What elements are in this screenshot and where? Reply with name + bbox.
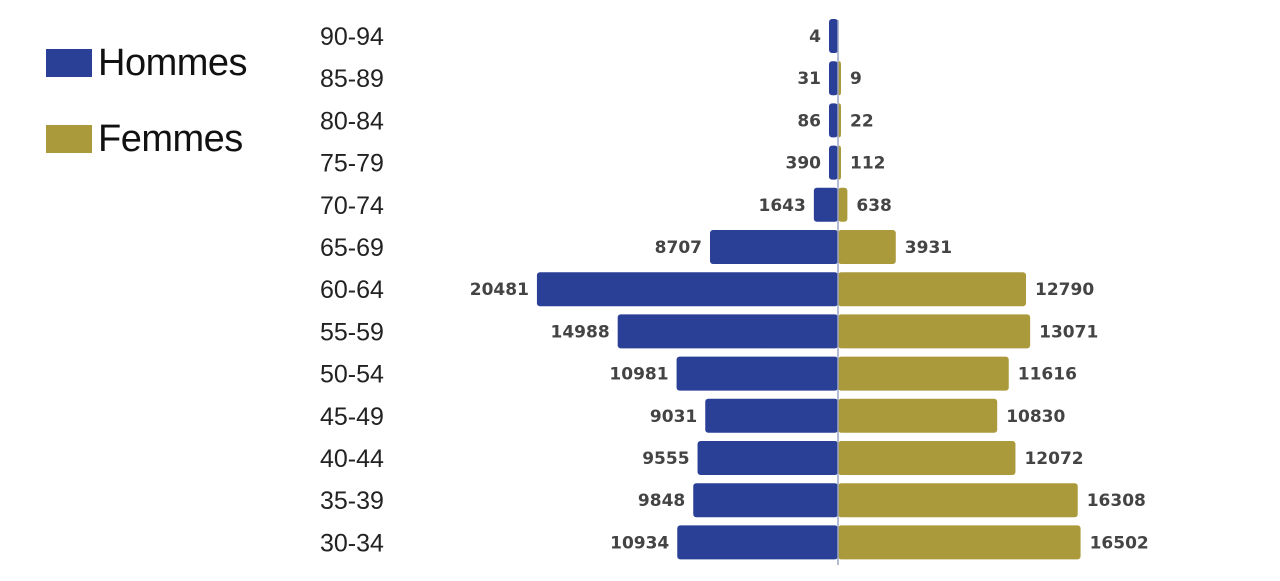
age-group-label: 65-69: [320, 234, 384, 262]
bar-hommes: [677, 525, 838, 560]
value-label-hommes: 9031: [650, 407, 697, 427]
bar-hommes: [697, 441, 838, 475]
value-label-hommes: 1643: [759, 196, 806, 216]
bar-hommes: [676, 356, 838, 391]
value-label-hommes: 20481: [470, 280, 529, 300]
legend-item-men: Hommes: [46, 38, 248, 88]
value-label-femmes: 13071: [1039, 322, 1098, 342]
bar-hommes: [829, 103, 838, 138]
age-group-label: 40-44: [320, 445, 384, 473]
bar-hommes: [617, 314, 838, 349]
value-label-femmes: 112: [850, 154, 886, 174]
bar-hommes: [829, 61, 838, 96]
legend-item-women: Femmes: [46, 114, 247, 164]
value-label-hommes: 9555: [642, 449, 689, 469]
bar-femmes: [838, 272, 1027, 307]
age-group-label: 50-54: [320, 361, 384, 389]
age-group-label: 55-59: [320, 318, 384, 346]
bar-femmes: [838, 441, 1016, 475]
value-label-hommes: 9848: [638, 491, 685, 511]
bar-hommes: [693, 483, 838, 518]
age-group-label: 45-49: [320, 403, 384, 431]
value-label-femmes: 12072: [1024, 449, 1083, 469]
value-label-femmes: 9: [850, 69, 862, 89]
legend-swatch-women: [46, 125, 92, 153]
value-label-femmes: 10830: [1006, 407, 1065, 427]
value-label-femmes: 16502: [1090, 533, 1149, 553]
bar-hommes: [829, 19, 838, 53]
bar-hommes: [813, 187, 838, 222]
value-label-hommes: 86: [797, 111, 821, 131]
bar-hommes: [705, 398, 838, 433]
age-group-label: 70-74: [320, 192, 384, 220]
value-label-hommes: 10981: [609, 365, 668, 385]
age-group-label: 85-89: [320, 65, 384, 93]
value-label-hommes: 390: [786, 154, 822, 174]
value-label-femmes: 3931: [905, 238, 952, 258]
value-label-femmes: 638: [856, 196, 892, 216]
bar-hommes: [536, 272, 838, 307]
bar-femmes: [838, 398, 998, 433]
legend-swatch-men: [46, 49, 92, 77]
bar-hommes: [710, 230, 838, 264]
legend: Hommes Femmes: [46, 38, 248, 190]
legend-label-men: Hommes: [98, 41, 248, 84]
age-group-label: 35-39: [320, 487, 384, 515]
age-group-label: 90-94: [320, 23, 384, 51]
value-label-hommes: 8707: [655, 238, 702, 258]
bar-femmes: [838, 483, 1078, 518]
value-label-femmes: 16308: [1087, 491, 1146, 511]
value-label-hommes: 31: [797, 69, 821, 89]
legend-label-women: Femmes: [98, 117, 243, 160]
value-label-hommes: 10934: [610, 533, 669, 553]
bar-femmes: [838, 525, 1081, 560]
bar-femmes: [838, 356, 1009, 391]
age-group-label: 80-84: [320, 107, 384, 135]
bar-femmes: [838, 187, 848, 222]
value-label-femmes: 11616: [1018, 365, 1077, 385]
age-group-label: 30-34: [320, 529, 384, 557]
age-group-label: 60-64: [320, 276, 384, 304]
value-label-hommes: 14988: [551, 322, 610, 342]
bar-femmes: [838, 230, 896, 264]
value-label-hommes: 4: [809, 27, 821, 47]
age-group-label: 75-79: [320, 150, 384, 178]
bar-femmes: [838, 314, 1031, 349]
bar-hommes: [829, 145, 838, 180]
value-label-femmes: 12790: [1035, 280, 1094, 300]
value-label-femmes: 22: [850, 111, 874, 131]
